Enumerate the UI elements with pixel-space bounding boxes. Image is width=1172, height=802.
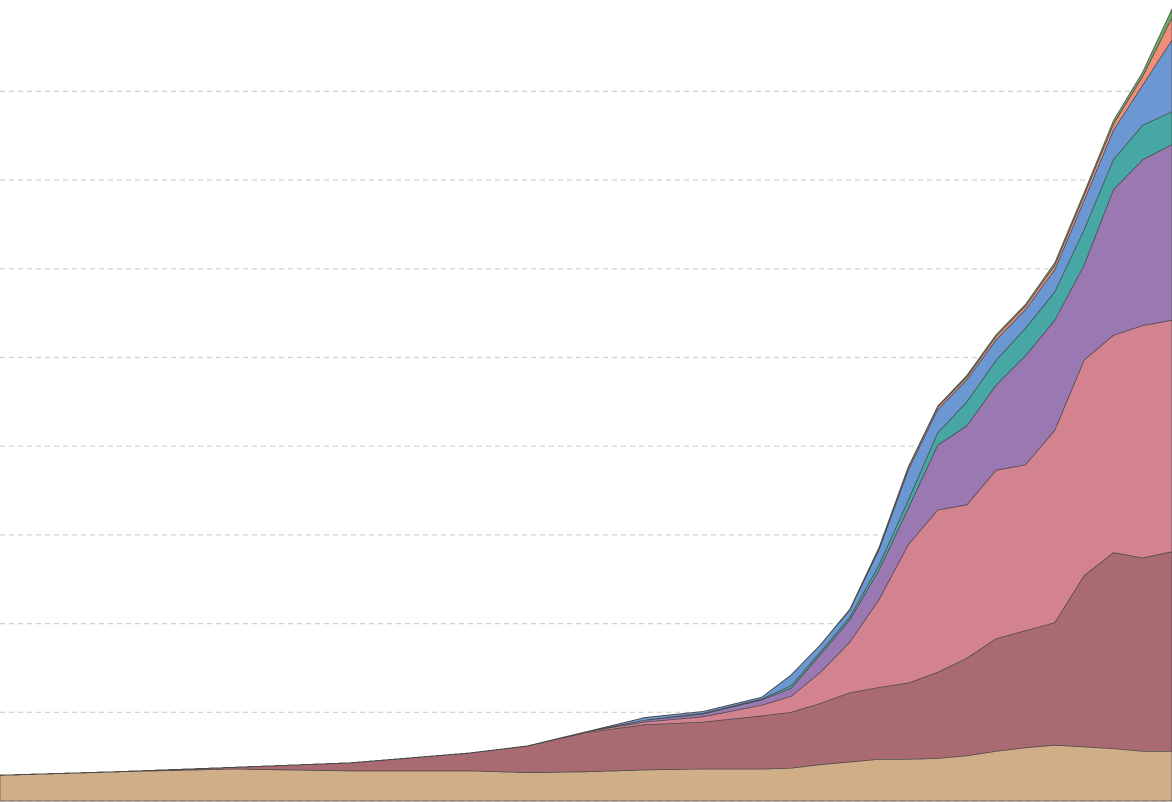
area [0, 8, 1172, 776]
